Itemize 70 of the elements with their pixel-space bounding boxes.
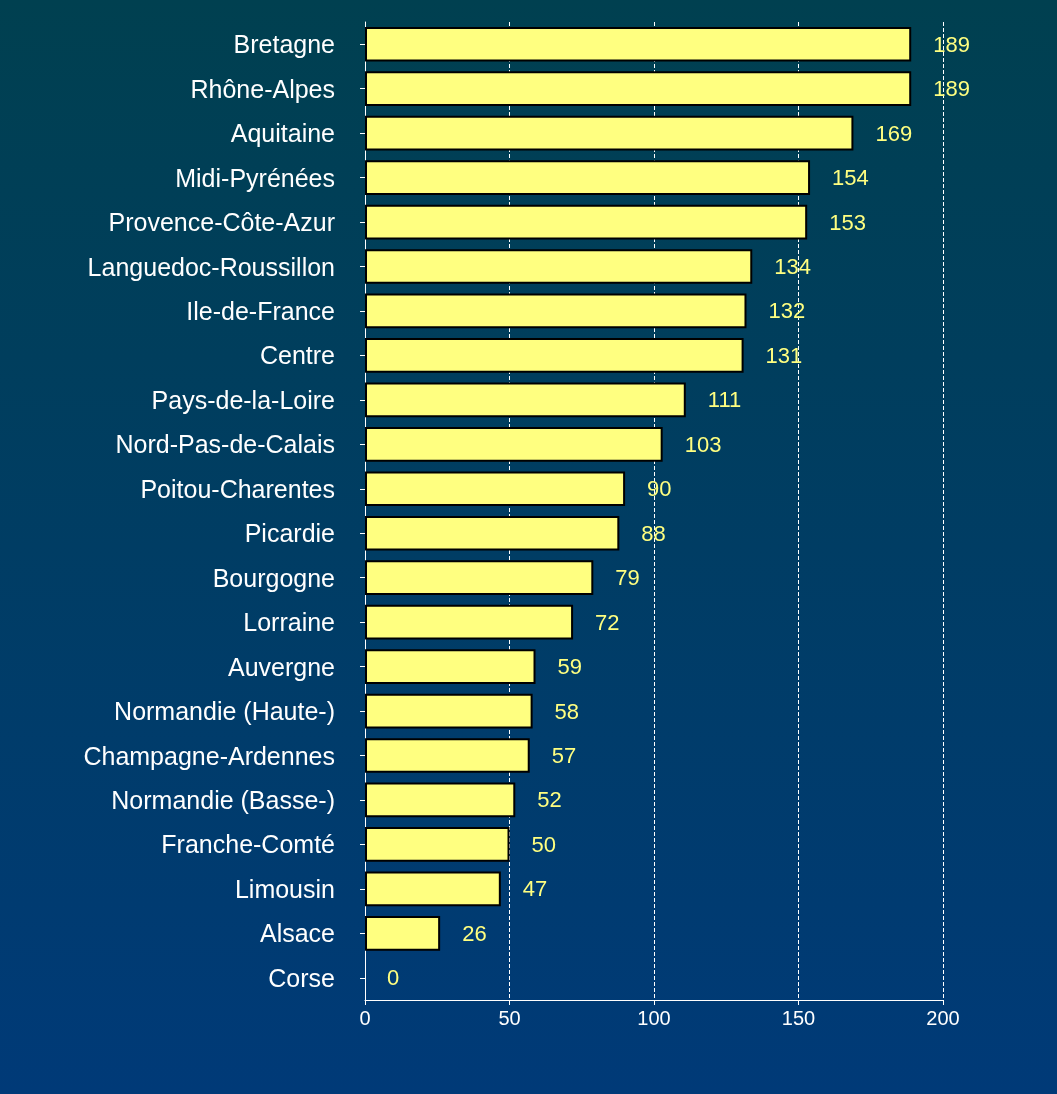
x-tick-label: 50 bbox=[498, 1007, 521, 1029]
y-tick-label: Bourgogne bbox=[212, 563, 335, 592]
y-tick-label: Aquitaine bbox=[230, 119, 335, 148]
y-tick-label: Poitou-Charentes bbox=[140, 474, 335, 503]
y-tick-label: Champagne-Ardennes bbox=[83, 741, 335, 770]
y-tick-label: Midi-Pyrénées bbox=[175, 163, 335, 192]
data-label: 189 bbox=[933, 31, 970, 57]
bar bbox=[365, 515, 620, 551]
y-tick-label: Languedoc-Roussillon bbox=[87, 252, 335, 281]
data-label: 26 bbox=[462, 920, 487, 946]
bar bbox=[365, 115, 854, 151]
y-tick-label: Centre bbox=[259, 341, 335, 370]
data-label: 131 bbox=[765, 342, 803, 368]
y-tick-label: Picardie bbox=[244, 519, 335, 548]
bar bbox=[365, 204, 808, 240]
x-tick-label: 100 bbox=[637, 1007, 671, 1029]
bar bbox=[365, 382, 686, 418]
bar bbox=[365, 338, 744, 373]
bar bbox=[365, 426, 663, 462]
data-label: 88 bbox=[641, 520, 666, 546]
bar bbox=[365, 249, 753, 284]
data-label: 111 bbox=[707, 387, 742, 413]
bar bbox=[365, 560, 594, 596]
y-tick-label: Nord-Pas-de-Calais bbox=[115, 430, 335, 459]
y-tick-label: Rhône-Alpes bbox=[190, 74, 335, 103]
y-tick-label: Auvergne bbox=[227, 652, 335, 681]
data-label: 169 bbox=[875, 120, 913, 146]
bar bbox=[365, 693, 533, 729]
data-label: 79 bbox=[615, 565, 640, 591]
data-label: 50 bbox=[531, 831, 556, 857]
data-label: 47 bbox=[522, 876, 548, 902]
bar bbox=[365, 293, 747, 329]
bar bbox=[365, 471, 626, 507]
y-tick-label: Normandie (Basse-) bbox=[111, 785, 335, 814]
y-tick-label: Alsace bbox=[259, 919, 335, 948]
data-label: 189 bbox=[933, 76, 970, 102]
bar bbox=[365, 782, 516, 818]
y-tick-label: Corse bbox=[268, 963, 335, 992]
y-tick-label: Ile-de-France bbox=[186, 296, 335, 325]
bar bbox=[365, 871, 501, 907]
data-label: 0 bbox=[387, 965, 400, 991]
data-label: 58 bbox=[554, 698, 580, 724]
y-tick-label: Lorraine bbox=[243, 608, 335, 637]
bar bbox=[365, 160, 811, 195]
data-label: 90 bbox=[647, 476, 672, 502]
y-tick-label: Pays-de-la-Loire bbox=[151, 385, 335, 414]
y-tick-label: Normandie (Haute-) bbox=[114, 697, 335, 726]
bar bbox=[365, 649, 536, 684]
y-tick-label: Provence-Côte-Azur bbox=[108, 208, 335, 237]
bar bbox=[365, 71, 912, 107]
bar bbox=[365, 738, 530, 773]
data-label: 59 bbox=[557, 654, 582, 680]
x-tick-label: 200 bbox=[926, 1007, 960, 1029]
data-label: 103 bbox=[684, 431, 722, 457]
x-tick-label: 0 bbox=[359, 1007, 371, 1029]
data-label: 72 bbox=[595, 609, 620, 635]
data-label: 134 bbox=[774, 254, 811, 279]
bar bbox=[365, 915, 441, 951]
data-label: 132 bbox=[768, 298, 806, 324]
bar bbox=[365, 827, 510, 862]
data-label: 154 bbox=[832, 165, 869, 191]
y-tick-label: Bretagne bbox=[233, 30, 335, 59]
data-label: 57 bbox=[551, 743, 577, 768]
x-tick-label: 150 bbox=[781, 1007, 816, 1029]
y-tick-label: Limousin bbox=[234, 874, 335, 903]
bar bbox=[365, 26, 912, 62]
y-tick-label: Franche-Comté bbox=[161, 830, 335, 859]
bar bbox=[365, 604, 574, 640]
data-label: 52 bbox=[537, 787, 562, 813]
data-label: 153 bbox=[829, 209, 866, 235]
